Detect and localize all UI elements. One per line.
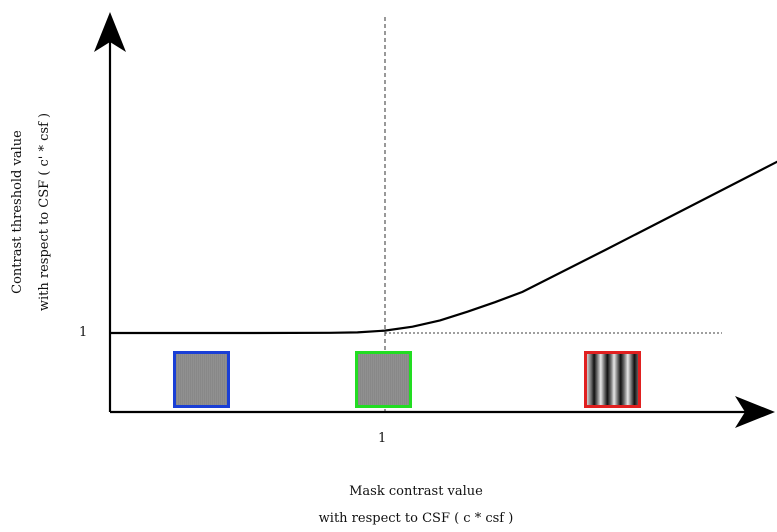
- y-axis-label-line1: Contrast threshold value: [10, 130, 25, 294]
- grating-patch-red: [584, 351, 641, 408]
- y-axis-label-line2: with respect to CSF ( c' * csf ): [37, 112, 52, 312]
- x-axis-label: Mask contrast value with respect to CSF …: [319, 478, 514, 532]
- x-axis-label-line2: with respect to CSF ( c * csf ): [318, 511, 514, 526]
- y-axis-arrowhead: [94, 12, 126, 52]
- x-axis-arrowhead: [735, 396, 775, 428]
- threshold-curve: [110, 160, 777, 335]
- y-axis-label: Contrast threshold value with respect to…: [4, 113, 58, 311]
- y-tick-label: 1: [79, 325, 88, 340]
- x-tick-label: 1: [378, 431, 387, 446]
- x-axis-label-line1: Mask contrast value: [349, 484, 483, 499]
- uniform-patch-green: [355, 351, 412, 408]
- uniform-patch-blue: [173, 351, 230, 408]
